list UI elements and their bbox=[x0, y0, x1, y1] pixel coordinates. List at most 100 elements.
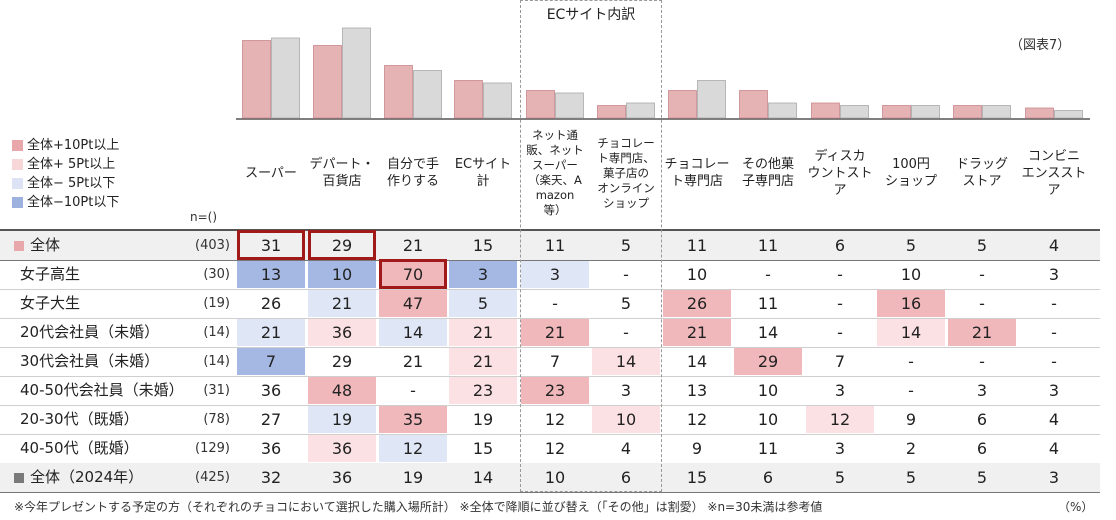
table-cell: 11 bbox=[757, 236, 779, 255]
bar-current bbox=[526, 90, 555, 119]
table-cell: 6 bbox=[620, 468, 632, 487]
table-cell: 15 bbox=[472, 439, 494, 458]
table-cell: 10 bbox=[757, 410, 779, 429]
table-cell: 5 bbox=[449, 290, 517, 317]
table-cell: 12 bbox=[544, 439, 566, 458]
row-n: (19) bbox=[203, 296, 230, 311]
table-cell: 10 bbox=[544, 468, 566, 487]
table-cell: 48 bbox=[308, 377, 376, 404]
table-cell: 3 bbox=[834, 439, 846, 458]
table-cell: 14 bbox=[686, 352, 708, 371]
row-divider bbox=[0, 405, 1100, 406]
table-cell: 6 bbox=[976, 410, 988, 429]
legend-swatch bbox=[12, 159, 23, 170]
table-row: 女子大生 (19) 26 21 47 5-5 26 11-16- - bbox=[0, 289, 1100, 318]
table-cell: 5 bbox=[620, 236, 632, 255]
table-cell: - bbox=[623, 265, 629, 284]
table-cell: 15 bbox=[472, 236, 494, 255]
table-cell: - bbox=[979, 352, 985, 371]
table-cell: 29 bbox=[331, 352, 353, 371]
bar-2024 bbox=[413, 70, 442, 119]
table-cell: 19 bbox=[402, 468, 424, 487]
row-label: 女子高生 bbox=[20, 260, 80, 289]
legend-label: 全体+10Pt以上 bbox=[27, 138, 120, 153]
row-n: (129) bbox=[195, 441, 230, 456]
legend-label: 全体+ 5Pt以上 bbox=[27, 157, 116, 172]
table-cell: 4 bbox=[1048, 439, 1060, 458]
table-cell: 21 bbox=[521, 319, 589, 346]
bar-2024 bbox=[626, 102, 655, 119]
table-cell: 21 bbox=[402, 236, 424, 255]
row-marker bbox=[14, 472, 24, 483]
table-cell: - bbox=[837, 265, 843, 284]
table-cell: 5 bbox=[834, 468, 846, 487]
table-cell: 5 bbox=[976, 236, 988, 255]
column-header: チョコレー ト専門店、 菓子店の オンライン ショップ bbox=[597, 135, 655, 210]
row-divider bbox=[0, 260, 1100, 261]
table-cell: 13 bbox=[686, 381, 708, 400]
table-cell: - bbox=[765, 265, 771, 284]
bar-2024 bbox=[982, 105, 1011, 119]
bar-current bbox=[882, 105, 911, 119]
bar-current bbox=[384, 65, 413, 119]
table-cell: 6 bbox=[762, 468, 774, 487]
table-cell: 36 bbox=[308, 319, 376, 346]
table-cell: 21 bbox=[402, 352, 424, 371]
column-header: ディスカ ウントスト ア bbox=[807, 148, 873, 198]
row-label-text: 20-30代（既婚） bbox=[20, 410, 139, 428]
table-cell: 12 bbox=[686, 410, 708, 429]
table-cell: 11 bbox=[757, 294, 779, 313]
column-header: ネット通 販、ネット スーパー （楽天、A mazon 等） bbox=[526, 128, 584, 217]
table-cell: 10 bbox=[686, 265, 708, 284]
table-cell: 26 bbox=[260, 294, 282, 313]
row-background bbox=[0, 231, 1100, 260]
table-cell: 3 bbox=[976, 381, 988, 400]
bar-2024 bbox=[911, 105, 940, 119]
table-cell: 5 bbox=[905, 236, 917, 255]
column-header: ドラッグ ストア bbox=[955, 157, 1008, 189]
figure-label: （図表7） bbox=[1010, 38, 1071, 53]
row-divider bbox=[0, 347, 1100, 348]
row-n: (31) bbox=[203, 383, 230, 398]
table-cell: - bbox=[837, 323, 843, 342]
bar-current bbox=[1025, 107, 1054, 119]
table-row: 40-50代会社員（未婚） (31) 36 48 - 23 23 3 13 10 3 - 3 3 bbox=[0, 376, 1100, 405]
table-cell: - bbox=[552, 294, 558, 313]
table-cell: 14 bbox=[379, 319, 447, 346]
legend-swatch bbox=[12, 140, 23, 151]
table-cell: 5 bbox=[976, 468, 988, 487]
table-cell: 7 bbox=[237, 348, 305, 375]
table-cell: - bbox=[837, 294, 843, 313]
column-header: 自分で手 作りする bbox=[386, 157, 439, 189]
table-cell: 5 bbox=[620, 294, 632, 313]
table-cell: - bbox=[410, 381, 416, 400]
table-row: 全体（2024年） (425) 32 36 19 14 10 6 15 6 5 5 5 3 bbox=[0, 463, 1100, 492]
bar-current bbox=[739, 90, 768, 119]
table-bottom-rule bbox=[0, 492, 1100, 493]
ec-group-title: ECサイト内訳 bbox=[546, 7, 636, 23]
table-cell: - bbox=[623, 323, 629, 342]
table-row: 30代会社員（未婚） (14) 7 29 21 21 7 14 14 29 7 - - - bbox=[0, 347, 1100, 376]
table-cell: 14 bbox=[592, 348, 660, 375]
table-cell: - bbox=[979, 265, 985, 284]
table-cell: - bbox=[1051, 323, 1057, 342]
header-rule bbox=[0, 229, 1100, 231]
table-row: 女子高生 (30) 13 10 70 3 3-10- -10-3 bbox=[0, 260, 1100, 289]
table-cell: - bbox=[1051, 352, 1057, 371]
table-cell: 10 bbox=[900, 265, 922, 284]
table-cell: 36 bbox=[331, 468, 353, 487]
bar-2024 bbox=[555, 92, 584, 119]
bar-2024 bbox=[483, 82, 512, 119]
unit-label: （%） bbox=[1058, 500, 1094, 514]
row-n: (14) bbox=[203, 354, 230, 369]
table-cell: 12 bbox=[806, 406, 874, 433]
table-cell: - bbox=[1051, 294, 1057, 313]
bar-current bbox=[953, 105, 982, 119]
table-row: 40-50代（既婚） (129) 36 36 12 15 12 4 9 11 3 2 6 4 bbox=[0, 434, 1100, 463]
row-n: (30) bbox=[203, 267, 230, 282]
table-cell: 14 bbox=[877, 319, 945, 346]
table-cell: 11 bbox=[757, 439, 779, 458]
column-header: 100円 ショップ bbox=[884, 157, 937, 189]
table-cell: 3 bbox=[834, 381, 846, 400]
row-label: 女子大生 bbox=[20, 289, 80, 318]
